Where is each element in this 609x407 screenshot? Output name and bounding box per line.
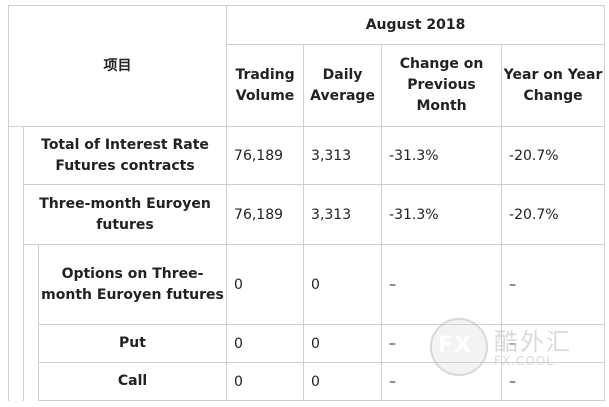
trading-stats-table: 项目 August 2018 Trading Volume Daily Aver…	[7, 5, 606, 401]
cell-year-change: –	[501, 324, 606, 363]
table-row: Options on Three-month Euroyen futures 0…	[8, 244, 606, 325]
indent-cell	[8, 244, 24, 325]
table-row: Three-month Euroyen futures 76,189 3,313…	[8, 184, 606, 245]
cell-year-change: –	[501, 244, 606, 325]
row-label: Total of Interest Rate Futures contracts	[22, 126, 228, 185]
cell-daily-average: 0	[303, 244, 383, 325]
cell-change-previous: -31.3%	[381, 126, 503, 185]
indent-cell	[8, 324, 24, 363]
cell-change-previous: –	[381, 362, 503, 401]
cell-change-previous: –	[381, 324, 503, 363]
table-row: Call 0 0 – –	[8, 362, 606, 401]
cell-daily-average: 0	[303, 362, 383, 401]
header-trading-volume: Trading Volume	[226, 44, 305, 127]
header-period: August 2018	[226, 5, 606, 45]
cell-change-previous: –	[381, 244, 503, 325]
cell-year-change: –	[501, 362, 606, 401]
indent-cell	[23, 244, 39, 325]
header-daily-average: Daily Average	[303, 44, 383, 127]
cell-trading-volume: 76,189	[226, 126, 305, 185]
cell-daily-average: 3,313	[303, 126, 383, 185]
cell-trading-volume: 76,189	[226, 184, 305, 245]
cell-trading-volume: 0	[226, 324, 305, 363]
row-label: Put	[37, 324, 228, 363]
indent-cell	[23, 324, 39, 363]
indent-cell	[8, 184, 24, 245]
indent-cell	[8, 362, 24, 401]
header-change-previous: Change on Previous Month	[381, 44, 503, 127]
cell-trading-volume: 0	[226, 244, 305, 325]
table-row: Put 0 0 – –	[8, 324, 606, 363]
table-row: Total of Interest Rate Futures contracts…	[8, 126, 606, 185]
cell-year-change: -20.7%	[501, 184, 606, 245]
indent-cell	[8, 126, 24, 185]
row-label: Three-month Euroyen futures	[22, 184, 228, 245]
cell-trading-volume: 0	[226, 362, 305, 401]
cell-change-previous: -31.3%	[381, 184, 503, 245]
row-label: Options on Three-month Euroyen futures	[37, 244, 228, 325]
cell-daily-average: 3,313	[303, 184, 383, 245]
header-item: 项目	[7, 5, 228, 127]
indent-cell	[23, 362, 39, 401]
row-label: Call	[37, 362, 228, 401]
cell-daily-average: 0	[303, 324, 383, 363]
cell-year-change: -20.7%	[501, 126, 606, 185]
header-year-change: Year on Year Change	[501, 44, 606, 127]
